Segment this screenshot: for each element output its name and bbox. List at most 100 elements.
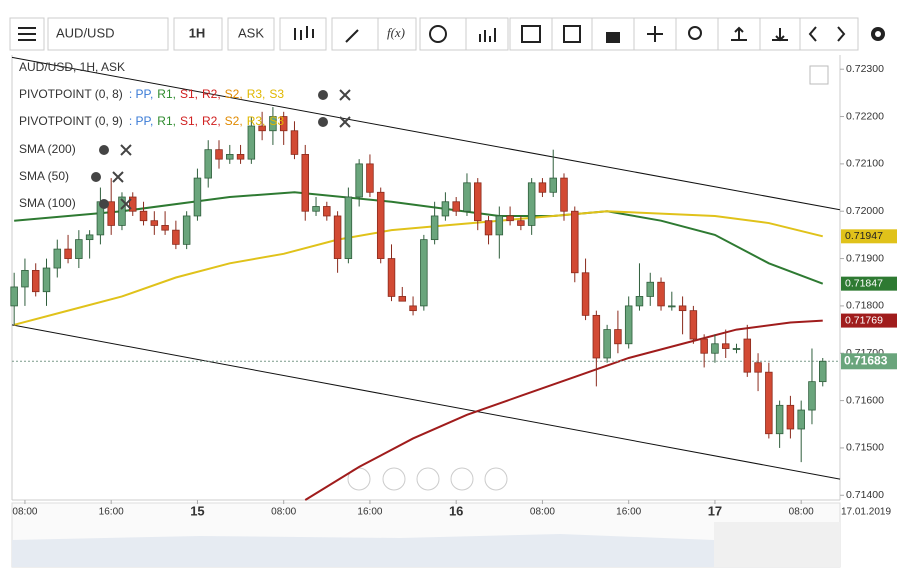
close-icon[interactable]: [120, 144, 132, 156]
candle-body: [603, 329, 611, 359]
function-text: f(x): [387, 25, 405, 40]
menu-icon: [18, 27, 36, 41]
candle-body: [376, 191, 385, 259]
candle-body: [657, 281, 665, 307]
pivot-part: S3: [269, 114, 284, 128]
x-tick-label: 16:00: [99, 507, 124, 518]
pivot-part: R2,: [202, 87, 221, 101]
y-tick-label: 0.72000: [846, 205, 884, 217]
legend-icons: [91, 89, 351, 210]
icon: [294, 26, 314, 40]
x-tick-label: 08:00: [271, 507, 296, 518]
pivot-part: S2,: [225, 114, 243, 128]
settings-icon[interactable]: [99, 199, 109, 209]
pivot-part: S1,: [180, 87, 198, 101]
icon: [429, 25, 447, 43]
close-icon[interactable]: [112, 171, 124, 183]
icon: [875, 31, 881, 37]
candle-body: [484, 220, 493, 236]
zoom-in[interactable]: [450, 467, 474, 491]
candle-body: [560, 177, 568, 212]
candle-body: [290, 130, 299, 155]
x-tick-label: 16:00: [616, 507, 641, 518]
zoom-out[interactable]: [382, 467, 406, 491]
icon: [606, 32, 620, 43]
scroll-right[interactable]: [484, 467, 508, 491]
x-tick-label: 15: [190, 503, 204, 518]
function-button[interactable]: [377, 17, 417, 51]
info-button[interactable]: [419, 17, 467, 51]
expand-button[interactable]: [809, 65, 829, 85]
toolbar: AUD/USD 1H ASK f(x): [9, 17, 885, 51]
symbol-text: AUD/USD: [56, 25, 115, 40]
candle-body: [193, 177, 202, 217]
y-tick-label: 0.72100: [846, 158, 884, 170]
zoom-button[interactable]: [675, 17, 719, 51]
candle-body: [463, 182, 471, 212]
close-icon[interactable]: [339, 89, 351, 101]
candle-body: [635, 296, 644, 307]
volume-button[interactable]: [465, 17, 509, 51]
candle-body: [689, 310, 698, 340]
legend-sma: SMA (100): [19, 196, 76, 210]
candle-body: [31, 269, 40, 293]
candle-body: [538, 182, 547, 193]
price-box: [841, 276, 897, 291]
y-tick-label: 0.71500: [846, 442, 884, 454]
candle-body: [398, 296, 407, 302]
x-tick-label: 16:00: [357, 507, 382, 518]
navigator-area: [12, 534, 714, 567]
candle-body: [118, 196, 126, 226]
navigator-window[interactable]: [714, 522, 840, 567]
candle-body: [312, 206, 320, 212]
candle-body: [808, 381, 816, 411]
price-box-label: 0.71683: [844, 353, 888, 367]
y-tick-label: 0.72200: [846, 110, 884, 122]
candle-body: [247, 125, 256, 160]
close-icon[interactable]: [339, 116, 351, 128]
candle-body: [269, 116, 277, 132]
candle-body: [10, 286, 18, 307]
candle-body: [139, 210, 148, 222]
price-box: [841, 353, 897, 370]
symbol-select[interactable]: [47, 17, 169, 51]
x-tick-label: 08:00: [12, 507, 37, 518]
sma-line: [13, 210, 823, 326]
settings-icon[interactable]: [99, 145, 109, 155]
candle-body: [53, 248, 62, 269]
icon: [521, 25, 541, 43]
timeframe-text: 1H: [189, 25, 206, 40]
calendar-button[interactable]: [509, 17, 553, 51]
chart-type-button[interactable]: [279, 17, 327, 51]
candle-body: [506, 215, 514, 222]
candle-body: [42, 267, 51, 293]
icon: [479, 28, 496, 42]
candle-body: [592, 314, 601, 359]
candle-body: [323, 206, 331, 217]
icon: [563, 25, 581, 43]
candle-body: [517, 220, 525, 226]
close-icon[interactable]: [120, 198, 132, 210]
candle-body: [721, 343, 730, 349]
pivot-part: S2,: [225, 87, 243, 101]
settings-icon[interactable]: [318, 117, 328, 127]
candle-body: [366, 163, 374, 193]
y-tick-label: 0.71600: [846, 394, 884, 406]
candle-body: [549, 177, 557, 193]
candle-body: [409, 305, 417, 312]
settings-icon[interactable]: [318, 90, 328, 100]
candle-body: [765, 371, 773, 435]
reset[interactable]: [416, 467, 440, 491]
price-box-label: 0.71769: [845, 314, 883, 326]
icon: [808, 26, 846, 42]
candle-body: [624, 305, 633, 345]
news-button[interactable]: [551, 17, 593, 51]
settings-icon[interactable]: [91, 172, 101, 182]
price-box-label: 0.71947: [845, 230, 883, 242]
candle-body: [355, 163, 363, 198]
legend-sma: SMA (50): [19, 169, 69, 183]
timeframe-select[interactable]: [173, 17, 223, 51]
price-box: [841, 229, 897, 244]
side-select[interactable]: [227, 17, 275, 51]
candle-body: [495, 215, 504, 236]
